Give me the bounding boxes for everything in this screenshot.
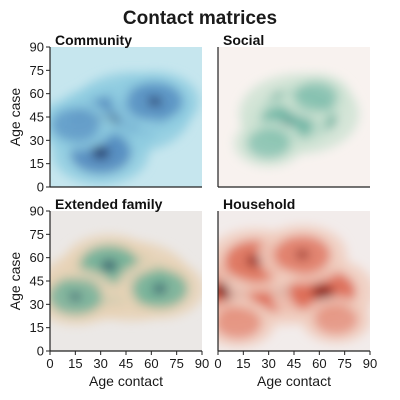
y-tick-label: 60 <box>30 86 44 101</box>
x-tick-label: 45 <box>287 356 301 371</box>
density-peak-mid <box>50 108 100 142</box>
density-layer <box>218 224 370 348</box>
density-layer <box>234 73 360 167</box>
y-tick-label: 45 <box>30 110 44 125</box>
y-tick-label: 0 <box>37 180 44 195</box>
density-peak-core <box>295 249 310 260</box>
x-tick-label: 15 <box>68 356 82 371</box>
y-tick-label: 60 <box>30 250 44 265</box>
y-tick-label: 90 <box>30 40 44 55</box>
x-tick-label: 0 <box>46 356 53 371</box>
panel-household: Household 0 15 30 45 60 75 90 Age contact <box>214 196 377 389</box>
density-peak-mid <box>246 128 291 159</box>
x-tick-label: 15 <box>236 356 250 371</box>
panel-label: Extended family <box>55 196 163 212</box>
panel-community: Community 0 15 30 45 60 75 90 Age case <box>7 32 202 195</box>
y-tick-label: 75 <box>30 227 44 242</box>
x-tick-label: 30 <box>261 356 275 371</box>
density-peak-core <box>69 292 82 301</box>
y-axis-label: Age case <box>7 88 23 147</box>
panel-extended-family: Extended family 0 15 30 45 60 75 90 Age case 0 15 3… <box>7 196 209 389</box>
x-axis-label: Age contact <box>257 373 331 389</box>
y-tick-label: 90 <box>30 204 44 219</box>
panel-label: Household <box>223 196 295 212</box>
x-axis-label: Age contact <box>89 373 163 389</box>
density-layer <box>50 71 200 185</box>
x-tick-label: 45 <box>119 356 133 371</box>
density-peak-mid <box>218 307 262 339</box>
y-tick-label: 15 <box>30 156 44 171</box>
density-peak-core <box>147 96 162 107</box>
y-tick-label: 0 <box>37 344 44 359</box>
y-axis-label: Age case <box>7 252 23 311</box>
y-tick-label: 30 <box>30 297 44 312</box>
panel-social: Social <box>217 32 370 188</box>
density-peak-core <box>311 284 334 300</box>
density-peak-core <box>91 146 110 160</box>
density-peak-core <box>101 259 118 272</box>
density-peak-core <box>152 283 167 294</box>
x-tick-label: 90 <box>363 356 377 371</box>
panel-label: Community <box>55 32 132 48</box>
density-peak-mid <box>314 304 359 335</box>
x-tick-label: 0 <box>214 356 221 371</box>
x-tick-label: 75 <box>169 356 183 371</box>
y-tick-label: 75 <box>30 63 44 78</box>
x-tick-label: 60 <box>144 356 158 371</box>
y-tick-label: 15 <box>30 320 44 335</box>
x-tick-label: 90 <box>195 356 209 371</box>
x-tick-label: 30 <box>93 356 107 371</box>
x-tick-label: 60 <box>312 356 326 371</box>
x-tick-label: 75 <box>337 356 351 371</box>
y-tick-label: 45 <box>30 274 44 289</box>
density-peak-mid <box>294 81 338 112</box>
panel-label: Social <box>223 32 264 48</box>
chart-title: Contact matrices <box>122 8 278 29</box>
density-layer <box>50 234 202 325</box>
y-tick-label: 30 <box>30 133 44 148</box>
